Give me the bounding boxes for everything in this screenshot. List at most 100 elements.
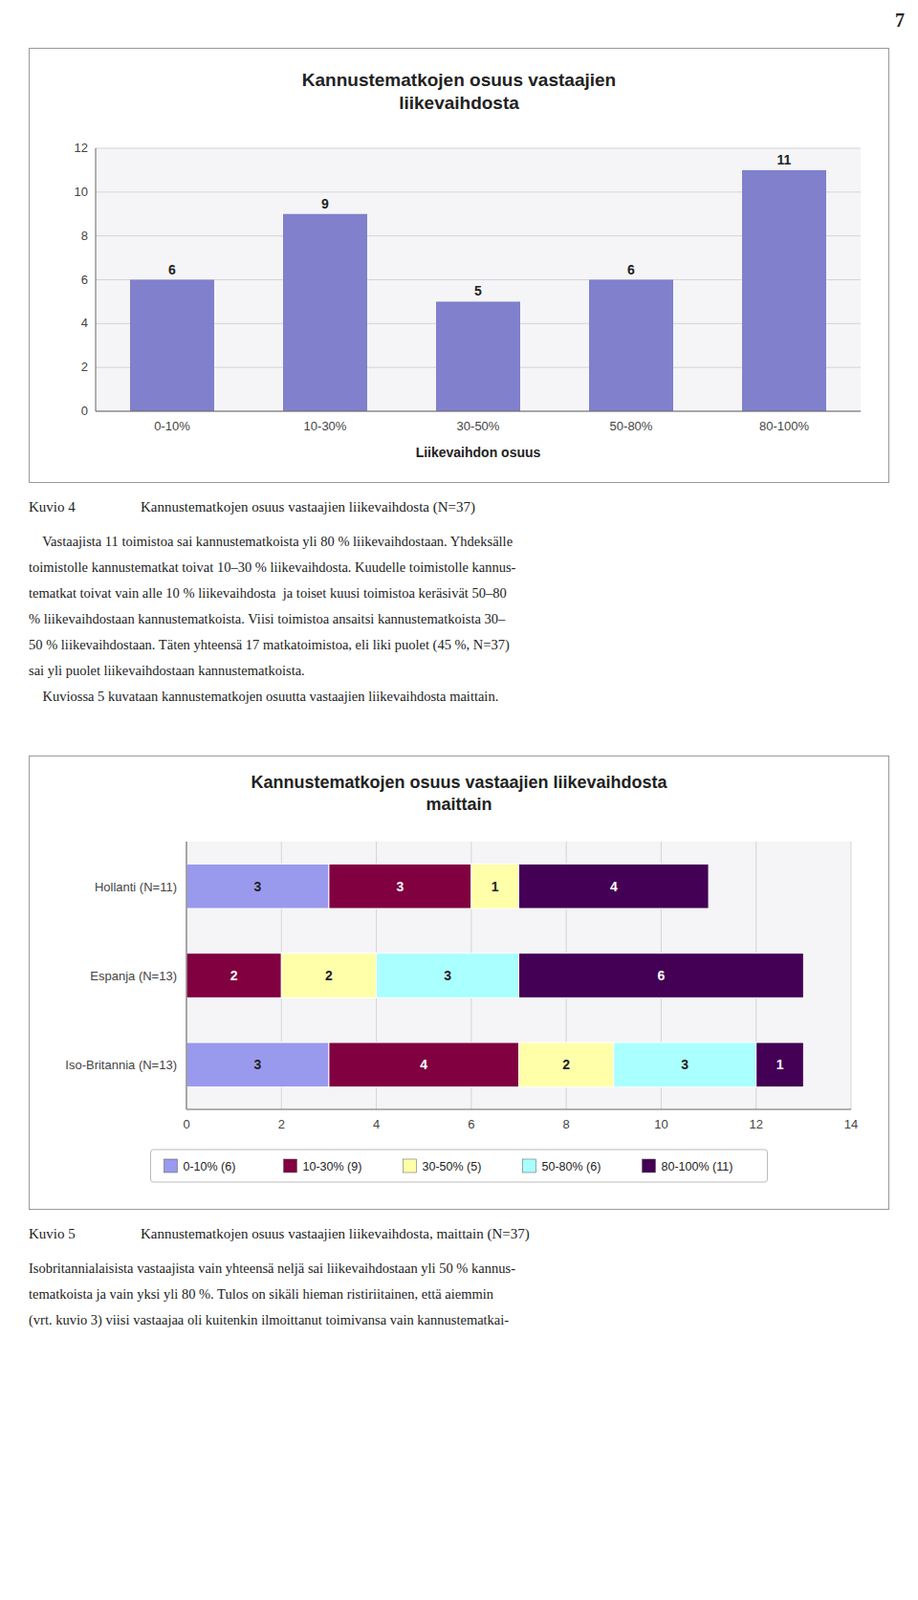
legend-label: 10-30% (9) [303,1159,363,1174]
data-label: 11 [777,152,792,168]
bar-segment [519,863,710,909]
x-tick-label: 0-10% [153,418,191,434]
legend-swatch [642,1158,656,1173]
body-text-line: tematkoista ja vain yksi yli 80 %. Tulos… [28,1281,890,1308]
bar-segment [186,863,329,909]
data-label: 3 [395,878,404,895]
bar-segment [471,863,520,909]
data-label: 1 [491,878,500,895]
y-axis-line [186,841,188,1110]
data-label: 4 [610,878,618,895]
data-label: 3 [254,878,263,895]
title-line: Kannustematkojen osuus vastaajien liikev… [250,772,668,792]
data-label: 3 [680,1056,689,1072]
text-section: Kuvio 4Kannustematkojen osuus vastaajien… [28,499,890,710]
legend-label: 30-50% (5) [422,1159,482,1174]
body-text-line: 50 % liikevaihdostaan. Täten yhteensä 17… [28,632,890,658]
data-label: 3 [443,967,452,984]
data-label: 9 [321,196,329,212]
body-text-line: toimistolle kannustematkat toivat 10–30 … [28,554,890,581]
legend-item: 0-10% (6) [164,1158,237,1174]
bar [589,280,674,413]
bar-segment [328,863,472,909]
grid-line [186,841,188,1110]
y-tick-label: 8 [81,228,88,243]
caption-text: Kannustematkojen osuus vastaajien liikev… [140,1225,530,1242]
legend-item: 80-100% (11) [642,1158,734,1174]
y-tick-label: 10 [74,184,88,199]
y-axis-line [95,148,97,412]
data-label: 2 [230,967,239,984]
figure-caption: Kuvio 4Kannustematkojen osuus vastaajien… [28,499,890,516]
y-tick-label: 2 [81,359,88,374]
chart-1-container: Kannustematkojen osuus vastaajienliikeva… [28,47,890,487]
data-label: 4 [419,1056,428,1072]
bar-segment [376,953,520,999]
x-tick-label: 50-80% [610,418,654,434]
y-tick-label: 12 [74,140,88,155]
y-tick-label: Iso-Britannia (N=13) [65,1057,177,1072]
bar-segment [328,1042,520,1088]
caption-text: Kannustematkojen osuus vastaajien liikev… [140,499,476,515]
chart-1: Kannustematkojen osuus vastaajienliikeva… [28,47,890,483]
data-label: 6 [657,967,666,984]
x-tick-label: 2 [278,1116,285,1132]
legend-item: 10-30% (9) [284,1158,363,1174]
chart-frame [29,756,890,1210]
x-tick-label: 10 [654,1116,668,1132]
chart-2-container: Kannustematkojen osuus vastaajien liikev… [28,755,890,1214]
y-tick-label: 6 [81,272,88,287]
data-label: 2 [562,1056,570,1072]
chart-title: Kannustematkojen osuus vastaajienliikeva… [302,69,616,113]
caption-label: Kuvio 5 [28,1225,141,1243]
x-tick-label: 30-50% [457,418,501,434]
grid-line [851,841,853,1110]
legend-frame [151,1149,768,1182]
x-tick-label: 80-100% [759,418,809,434]
legend-swatch [284,1158,298,1173]
y-tick-label: 0 [81,403,88,418]
x-tick-label: 6 [467,1116,475,1132]
bars [130,170,827,412]
x-axis-line [186,1109,852,1111]
legend-item: 30-50% (5) [403,1158,482,1174]
y-tick-label: 4 [81,315,88,330]
x-tick-label: 8 [563,1116,570,1132]
body-text-line: Isobritannialaisista vastaajista vain yh… [28,1255,890,1282]
legend-item: 50-80% (6) [523,1158,602,1174]
data-label: 2 [325,967,333,984]
data-label: 6 [627,262,635,278]
bar [283,214,368,412]
body-text-line: sai yli puolet liikevaihdostaan kannuste… [28,657,890,684]
legend-label: 80-100% (11) [661,1159,734,1174]
title-line: liikevaihdosta [398,92,520,113]
bar-segment [519,953,805,999]
data-label: 5 [474,283,482,299]
legend-swatch [403,1158,417,1173]
data-label: 1 [776,1056,785,1072]
text-section: Kuvio 5Kannustematkojen osuus vastaajien… [28,1225,890,1334]
data-label: 3 [254,1056,263,1072]
body-text-line: % liikevaihdostaan kannustematkoista. Vi… [28,606,890,633]
caption-label: Kuvio 4 [28,499,141,516]
bar-segment [613,1042,757,1088]
bar [130,280,215,413]
body-text-line: (vrt. kuvio 3) viisi vastaajaa oli kuite… [28,1307,890,1334]
data-label: 6 [168,262,176,278]
x-tick-label: 0 [182,1116,190,1132]
plot-area [186,841,852,1110]
x-tick-label: 14 [844,1116,858,1132]
grid-line [95,411,861,413]
legend-label: 50-80% (6) [542,1159,602,1174]
chart-frame [29,48,890,483]
chart-2: Kannustematkojen osuus vastaajien liikev… [28,755,890,1210]
x-tick-label: 10-30% [304,418,348,434]
title-line: maittain [425,794,492,814]
grid-line [95,148,861,150]
legend: 0-10% (6) 10-30% (9) 30-50% (5) 50-80% (6) 8… [151,1149,768,1182]
bar [436,301,521,412]
y-tick-label: Espanja (N=13) [89,968,177,984]
chart-title: Kannustematkojen osuus vastaajien liikev… [250,772,668,814]
x-axis-line [95,411,861,413]
legend-swatch [164,1158,178,1173]
